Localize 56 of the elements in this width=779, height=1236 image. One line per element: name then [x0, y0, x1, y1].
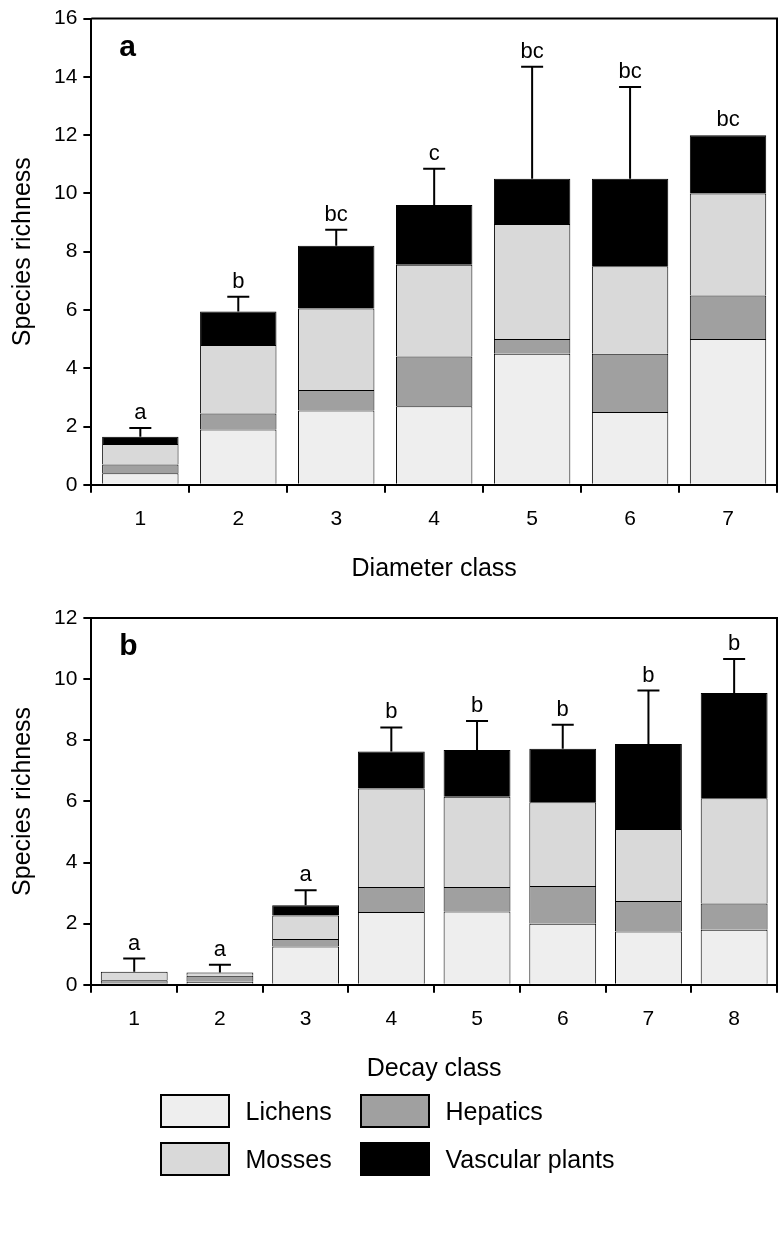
y-tick-label: 4	[65, 849, 78, 873]
y-tick-label: 8	[65, 238, 78, 262]
x-tick-label: 5	[471, 1006, 483, 1030]
annotation: b	[556, 695, 569, 721]
y-tick-label: 14	[54, 63, 78, 87]
x-tick-label: 1	[128, 1006, 141, 1030]
x-tick-label: 4	[428, 506, 441, 530]
y-tick-label: 6	[65, 296, 78, 320]
annotation: a	[213, 935, 227, 961]
y-tick-label: 8	[65, 727, 78, 751]
x-axis-title: Diameter class	[351, 552, 517, 581]
x-tick-label: 1	[134, 506, 147, 530]
y-tick-label: 16	[54, 5, 78, 29]
y-tick-label: 6	[65, 788, 78, 812]
x-tick-label: 2	[232, 506, 245, 530]
y-tick-label: 0	[65, 971, 78, 995]
annotation: bc	[520, 37, 544, 63]
x-tick-label: 3	[299, 1006, 312, 1030]
x-tick-label: 3	[330, 506, 343, 530]
annotation: bc	[618, 58, 642, 84]
x-tick-label: 5	[526, 506, 538, 530]
annotation: b	[728, 630, 741, 656]
annotation: b	[642, 661, 655, 687]
annotation: a	[299, 861, 313, 887]
y-tick-label: 10	[54, 665, 78, 689]
legend-label: Lichens	[245, 1096, 332, 1126]
x-tick-label: 6	[624, 506, 636, 530]
chart-title: a	[119, 28, 137, 62]
y-tick-label: 4	[65, 355, 78, 379]
chart-title: b	[119, 628, 138, 662]
y-tick-label: 10	[54, 180, 78, 204]
y-tick-label: 0	[65, 471, 78, 495]
y-axis-title: Species richness	[6, 157, 35, 347]
x-tick-label: 8	[728, 1006, 740, 1030]
x-tick-label: 4	[385, 1006, 398, 1030]
annotation: b	[385, 698, 398, 724]
annotation: bc	[324, 200, 348, 226]
y-tick-label: 12	[54, 121, 78, 145]
y-tick-label: 2	[65, 413, 78, 437]
legend-label: Hepatics	[445, 1096, 543, 1126]
annotation: b	[470, 692, 484, 718]
annotation: a	[134, 399, 148, 425]
x-tick-label: 2	[214, 1006, 226, 1030]
x-tick-label: 7	[722, 506, 734, 530]
annotation: bc	[716, 106, 740, 132]
y-tick-label: 12	[54, 604, 78, 628]
x-tick-label: 6	[556, 1006, 569, 1030]
x-axis-title: Decay class	[366, 1052, 502, 1081]
annotation: b	[232, 267, 245, 293]
y-tick-label: 2	[65, 910, 78, 934]
x-tick-label: 7	[642, 1006, 655, 1030]
y-axis-title: Species richness	[6, 706, 35, 896]
legend-label: Mosses	[245, 1144, 332, 1174]
annotation: c	[428, 139, 440, 165]
legend-label: Vascular plants	[445, 1144, 615, 1174]
annotation: a	[128, 929, 142, 955]
